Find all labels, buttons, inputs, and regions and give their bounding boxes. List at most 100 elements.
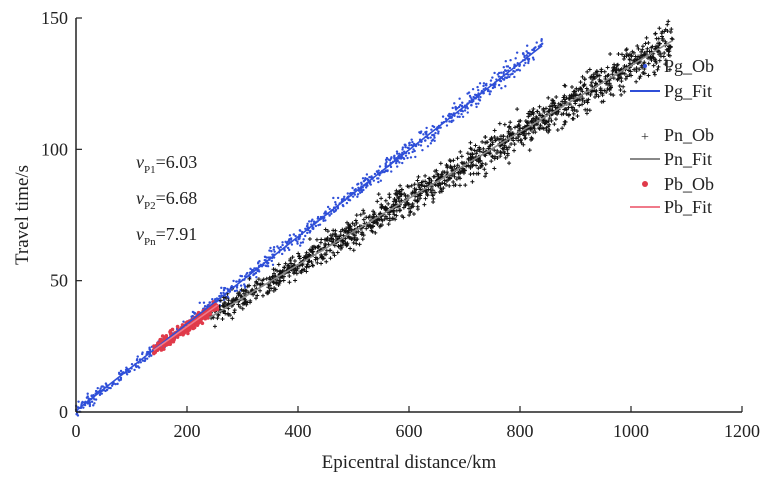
data-point: [477, 159, 482, 164]
data-point: [616, 52, 621, 57]
data-point: [361, 233, 366, 238]
data-point: [304, 234, 307, 238]
data-point: [502, 71, 505, 74]
legend-item-pn-ob: + Pn_Ob: [641, 125, 714, 145]
data-point: [569, 84, 574, 89]
data-point: [596, 94, 601, 99]
data-point: [358, 191, 362, 194]
data-point: [461, 101, 464, 104]
data-point: [265, 290, 270, 295]
data-point: [614, 66, 619, 71]
data-point: [422, 202, 427, 207]
data-point: [266, 262, 269, 265]
data-point: [580, 89, 585, 94]
data-point: [253, 296, 258, 301]
data-point: [284, 240, 287, 244]
data-point: [406, 156, 409, 160]
data-point: [441, 115, 445, 118]
data-point: [378, 223, 383, 228]
data-point: [483, 135, 488, 140]
data-point: [661, 54, 666, 59]
data-point: [90, 394, 93, 397]
data-point: [376, 177, 379, 180]
data-point: [298, 229, 302, 232]
data-point: [431, 138, 435, 141]
data-point: [523, 136, 528, 141]
data-point: [509, 142, 514, 147]
data-point: [310, 249, 315, 254]
data-point: [347, 224, 352, 229]
data-point: [657, 26, 662, 31]
data-point: [88, 403, 92, 406]
data-point: [502, 143, 507, 148]
data-point: [232, 308, 237, 313]
data-point: [630, 49, 635, 54]
data-point: [379, 204, 384, 209]
data-point: [459, 103, 462, 107]
data-point: [646, 40, 651, 45]
data-point: [613, 68, 618, 73]
data-point: [211, 297, 214, 301]
data-point: [494, 150, 499, 155]
data-point: [477, 147, 482, 152]
data-point: [564, 95, 569, 100]
data-point: [390, 170, 393, 173]
data-point: [537, 126, 542, 131]
data-point: [452, 174, 457, 179]
data-point: [594, 88, 599, 93]
legend-item-pn-fit: Pn_Fit: [630, 149, 712, 169]
data-point: [75, 413, 78, 416]
data-point: [629, 73, 634, 78]
data-point: [332, 243, 337, 248]
data-point: [411, 150, 414, 154]
data-point: [244, 302, 249, 307]
data-point: [147, 350, 150, 354]
data-point: [624, 54, 629, 59]
data-point: [571, 116, 576, 121]
data-point: [531, 56, 535, 59]
data-point: [392, 212, 397, 217]
data-point: [512, 125, 517, 130]
data-point: [439, 126, 442, 129]
data-point: [657, 41, 662, 46]
data-point: [86, 392, 89, 395]
data-point: [264, 276, 269, 281]
data-point: [311, 227, 314, 230]
data-point: [591, 72, 596, 77]
data-point: [338, 229, 343, 234]
data-point: [182, 320, 185, 323]
legend-label-pg-ob: Pg_Ob: [664, 56, 714, 76]
data-point: [480, 139, 485, 144]
data-point: [477, 149, 482, 154]
data-point: [313, 220, 316, 223]
data-point: [466, 111, 469, 114]
data-point: [584, 111, 589, 116]
data-point: [419, 131, 422, 135]
data-point: [338, 233, 343, 238]
data-point: [425, 193, 430, 198]
data-point: [380, 218, 385, 223]
data-point: [454, 177, 459, 182]
data-point: [397, 189, 402, 194]
data-point: [268, 249, 271, 252]
data-point: [347, 198, 350, 202]
data-point: [101, 385, 105, 388]
data-point: [304, 269, 309, 274]
legend-marker-pg-ob: [643, 64, 647, 68]
data-point: [617, 83, 622, 88]
data-point: [264, 255, 267, 259]
data-point: [279, 245, 282, 249]
data-point: [324, 252, 329, 257]
legend-label-pb-fit: Pb_Fit: [664, 197, 712, 217]
data-point: [340, 227, 345, 232]
data-point: [502, 149, 507, 154]
data-point: [611, 76, 616, 81]
data-point: [143, 359, 147, 362]
data-point: [527, 57, 531, 61]
data-point: [361, 211, 366, 216]
data-point: [344, 243, 349, 248]
data-point: [507, 161, 512, 166]
data-point: [458, 97, 461, 100]
data-point: [314, 237, 319, 242]
data-point: [634, 79, 639, 84]
